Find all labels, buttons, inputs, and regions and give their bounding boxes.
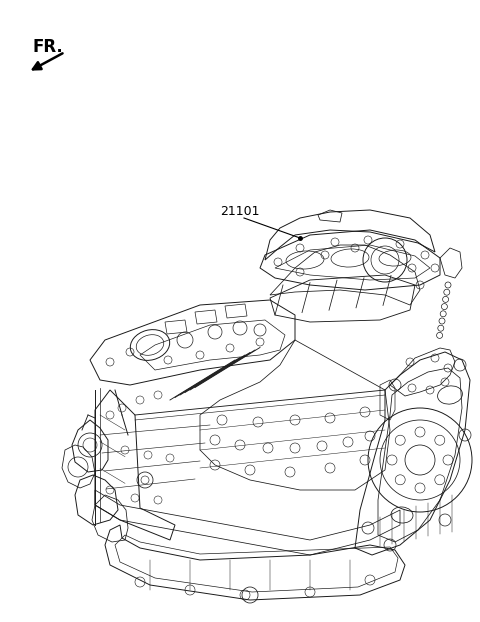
Text: 21101: 21101 — [220, 205, 260, 218]
Text: FR.: FR. — [32, 38, 63, 56]
